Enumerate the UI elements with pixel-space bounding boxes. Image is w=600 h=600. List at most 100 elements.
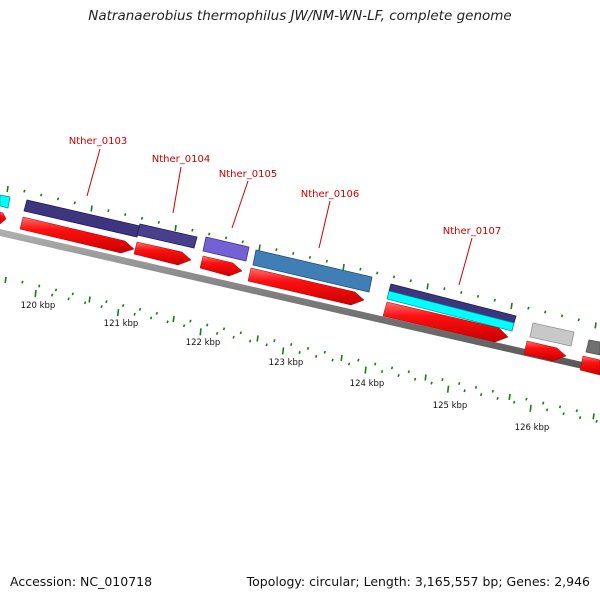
backbone-tick [122,304,125,308]
feature-tick [174,224,177,232]
leader-nther-0103 [86,148,101,197]
leader-nther-0106 [318,200,331,249]
scale-tick [380,370,384,374]
scale-tick [413,377,417,381]
genome-stats-text: Topology: circular; Length: 3,165,557 bp… [246,574,590,589]
feature-tick [342,263,345,271]
leader-nther-0104 [172,166,182,214]
scale-tick [166,320,169,324]
backbone-tick [525,397,528,401]
backbone-tick [441,378,444,382]
feature-tick [409,279,412,283]
feature-track [0,194,600,356]
kbp-labels: 120 kbp 121 kbp 122 kbp 123 kbp 124 kbp … [21,301,550,433]
scale-tick [529,404,532,412]
scale-tick [562,412,565,416]
backbone-tick [306,346,310,350]
gene-label-nther-0104[interactable]: Nther_0104 [152,154,210,165]
scale-tick [265,343,268,347]
feature-tick [191,228,194,232]
scale-tick [347,362,351,366]
feature-tick [73,201,76,205]
cds-arrow-nther-0103[interactable] [19,216,135,254]
feature-bar-nther-0103[interactable] [23,199,141,238]
scale-tick [595,419,598,423]
gene-label-nther-0107[interactable]: Nther_0107 [443,226,501,237]
backbone-tick [38,284,41,288]
gene-label-nther-0105[interactable]: Nther_0105 [219,169,277,180]
scale-tick [512,400,516,404]
scale-tick [116,309,120,317]
backbone-tick [407,370,410,374]
feature-tick [292,252,295,256]
backbone-tick [592,413,595,420]
kbp-label-121: 121 kbp [104,319,139,329]
feature-tick [6,185,9,193]
backbone-tick [88,296,91,303]
scale-tick [232,335,235,339]
scale-tick [298,351,301,354]
backbone-tick [458,381,461,385]
cds-arrow-nther-0107[interactable] [382,301,509,343]
feature-tick [157,220,160,224]
backbone-tick [206,323,209,327]
gene-labels: Nther_0103 Nther_0104 Nther_0105 Nther_0… [69,136,501,237]
backbone-tick [222,327,226,331]
backbone-tick [390,366,394,370]
feature-tick [493,298,496,302]
backbone-tick [340,354,343,362]
cds-arrow-nther-0106[interactable] [247,267,365,306]
feature-bar-gray[interactable] [529,322,575,347]
scale-tick [67,297,70,301]
feature-tick [460,290,463,294]
feature-tick [443,287,446,291]
feature-bar-dark-gray[interactable] [585,339,600,356]
backbone-tick [357,358,360,362]
feature-bar-nther-0105[interactable] [202,236,250,262]
feature-tick [56,197,60,201]
backbone-tick [189,319,192,323]
feature-tick [544,310,547,314]
feature-tick [392,275,396,279]
gene-label-nther-0103[interactable]: Nther_0103 [69,136,127,147]
scale-tick [397,373,400,377]
feature-tick [560,314,564,318]
cds-arrow-right-2[interactable] [579,355,600,376]
cds-track [0,211,600,376]
cds-arrow-left[interactable] [0,211,7,225]
gene-label-nther-0106[interactable]: Nther_0106 [301,189,359,200]
backbone-tick [71,292,74,296]
cds-arrow-right-1[interactable] [523,340,567,362]
genome-backbone [0,229,600,373]
feature-tick [140,216,144,220]
feature-tick [376,271,379,275]
backbone-tick [558,405,562,409]
feature-bar-cyan-left[interactable] [0,194,11,209]
backbone-tick [256,335,259,342]
feature-bar-nther-0107-cyan[interactable] [386,290,515,332]
backbone-tick [491,389,494,393]
accession-text: Accession: NC_010718 [10,574,153,589]
feature-bar-nther-0106[interactable] [252,249,373,293]
feature-tick [90,205,93,212]
feature-bar-nther-0104[interactable] [136,223,198,249]
feature-tick [476,294,480,298]
scale-tick [100,305,103,309]
backbone-tick [155,311,158,315]
backbone-tick [4,276,7,284]
feature-tick [308,255,312,259]
cds-arrow-nther-0105[interactable] [199,255,243,277]
backbone-tick [323,350,326,354]
scale-tick [496,396,499,400]
feature-tick [426,283,429,290]
feature-tick [510,302,513,310]
scale-tick [133,312,136,316]
scale-tick [215,331,219,335]
backbone-tick [273,339,276,343]
scale-ticks [34,289,598,423]
feature-tick [359,267,362,271]
cds-arrow-nther-0104[interactable] [133,241,192,266]
map-title: Natranaerobius thermophilus JW/NM-WN-LF,… [88,8,512,24]
leader-nther-0107 [458,237,473,286]
